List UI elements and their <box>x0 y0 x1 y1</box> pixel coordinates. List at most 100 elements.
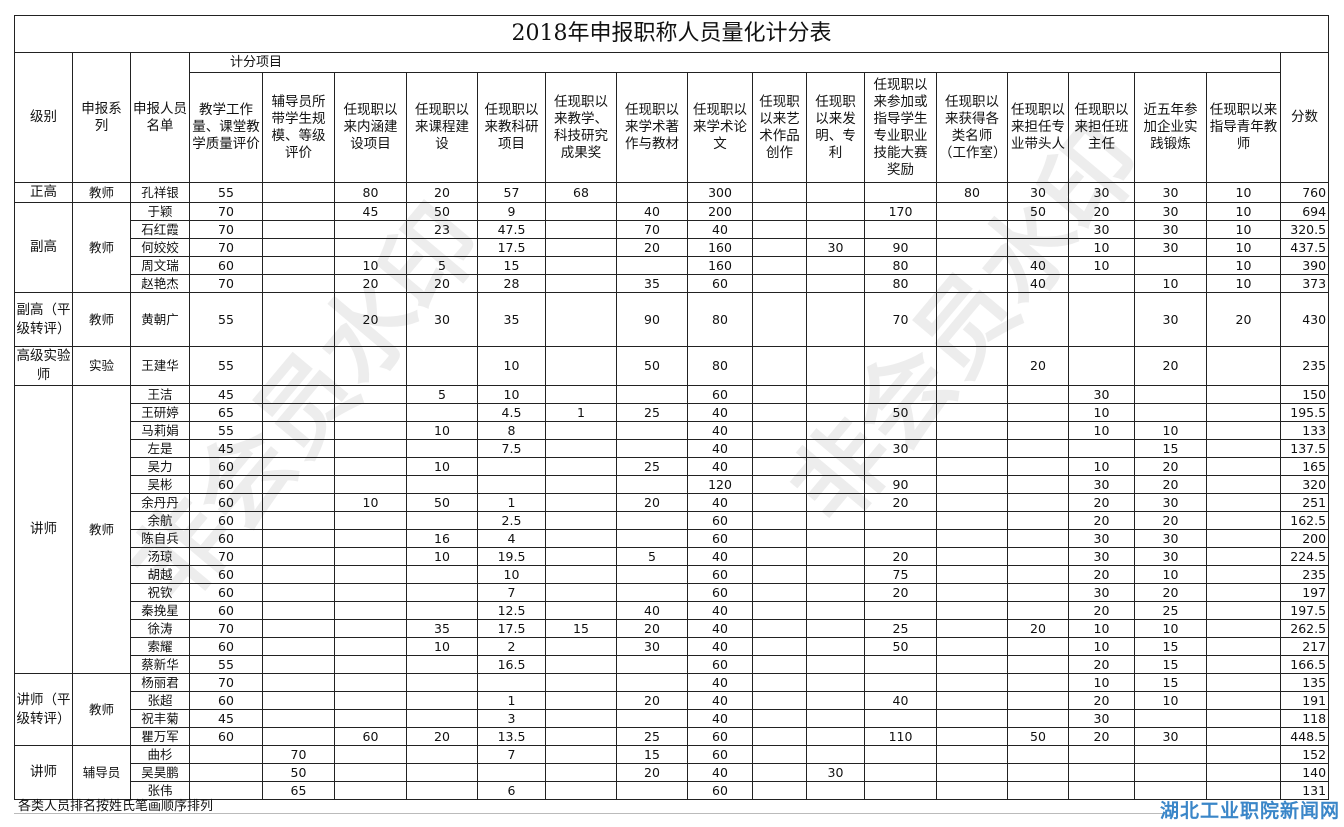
score-cell <box>752 220 807 239</box>
score-cell <box>806 475 865 494</box>
score-cell: 40 <box>687 601 753 620</box>
score-cell: 30 <box>1068 709 1135 728</box>
score-cell: 75 <box>864 565 937 584</box>
score-cell <box>806 439 865 458</box>
score-cell <box>545 745 617 764</box>
score-cell <box>262 439 335 458</box>
score-cell <box>545 655 617 674</box>
table-row: 陈自兵 60 16 4 60 30 30 200 <box>15 529 1330 548</box>
score-cell: 30 <box>1134 238 1207 257</box>
score-cell <box>864 601 937 620</box>
score-cell: 10 <box>1206 238 1281 257</box>
score-cell <box>1206 727 1281 746</box>
total-cell: 197 <box>1279 583 1330 602</box>
score-cell <box>262 220 335 239</box>
score-cell <box>864 709 937 728</box>
table-row: 胡越 60 10 60 75 20 10 235 <box>15 565 1330 584</box>
score-cell: 30 <box>1134 202 1207 221</box>
score-cell: 10 <box>477 346 546 386</box>
score-cell <box>936 202 1008 221</box>
header-item: 辅导员所带学生规模、等级评价 <box>262 72 335 183</box>
score-cell: 40 <box>616 601 688 620</box>
total-cell: 131 <box>1279 781 1330 800</box>
score-cell <box>545 475 617 494</box>
score-cell: 20 <box>864 493 937 512</box>
score-table: 2018年申报职称人员量化计分表 级别 申报系列 申报人员名单 计分项目 分数 … <box>13 15 1330 800</box>
total-cell: 191 <box>1279 691 1330 710</box>
total-cell: 262.5 <box>1279 619 1330 638</box>
score-cell <box>936 691 1008 710</box>
score-cell: 80 <box>334 182 407 203</box>
score-cell: 30 <box>1134 292 1207 347</box>
score-cell: 30 <box>1068 475 1135 494</box>
score-cell: 50 <box>406 493 478 512</box>
score-cell: 300 <box>687 182 753 203</box>
total-cell: 152 <box>1279 745 1330 764</box>
table-row: 张超 60 1 20 40 40 20 10 191 <box>15 691 1330 710</box>
total-cell: 448.5 <box>1279 727 1330 746</box>
score-cell <box>864 781 937 800</box>
score-cell: 170 <box>864 202 937 221</box>
score-cell <box>936 727 1008 746</box>
score-cell <box>334 763 407 782</box>
score-cell: 70 <box>864 292 937 347</box>
name-cell: 张伟 <box>130 781 190 800</box>
score-cell <box>1206 691 1281 710</box>
score-cell: 55 <box>189 182 263 203</box>
score-cell <box>752 601 807 620</box>
score-cell: 80 <box>864 256 937 275</box>
score-cell <box>1007 529 1069 548</box>
score-cell <box>864 529 937 548</box>
table-row: 索耀 60 10 2 30 40 50 10 15 217 <box>15 637 1330 656</box>
header-total: 分数 <box>1279 52 1330 183</box>
score-cell <box>406 439 478 458</box>
score-cell: 40 <box>1007 256 1069 275</box>
score-cell <box>936 292 1008 347</box>
score-cell: 45 <box>189 439 263 458</box>
score-cell: 20 <box>1068 202 1135 221</box>
score-cell <box>752 274 807 293</box>
score-cell <box>262 529 335 548</box>
score-cell: 65 <box>189 403 263 422</box>
score-cell <box>752 655 807 674</box>
table-row: 王研婷 65 4.5 1 25 40 50 10 195.5 <box>15 403 1330 422</box>
score-cell <box>616 256 688 275</box>
score-cell <box>806 511 865 530</box>
score-cell: 90 <box>616 292 688 347</box>
total-cell: 760 <box>1279 182 1330 203</box>
score-cell <box>477 673 546 692</box>
score-cell: 30 <box>406 292 478 347</box>
score-cell <box>406 601 478 620</box>
table-row: 马莉娟 55 10 8 40 10 10 133 <box>15 421 1330 440</box>
score-cell: 15 <box>1134 655 1207 674</box>
score-cell <box>936 745 1008 764</box>
name-cell: 胡越 <box>130 565 190 584</box>
score-cell <box>334 691 407 710</box>
score-cell <box>262 202 335 221</box>
score-cell <box>262 238 335 257</box>
score-cell <box>1007 493 1069 512</box>
score-cell <box>406 745 478 764</box>
score-cell: 10 <box>334 493 407 512</box>
score-cell: 20 <box>334 292 407 347</box>
score-cell: 9 <box>477 202 546 221</box>
score-cell: 10 <box>1206 202 1281 221</box>
score-cell <box>936 583 1008 602</box>
score-cell <box>334 673 407 692</box>
score-cell <box>752 565 807 584</box>
score-cell <box>262 256 335 275</box>
score-cell <box>545 220 617 239</box>
score-cell: 200 <box>687 202 753 221</box>
score-cell <box>752 691 807 710</box>
score-cell <box>752 346 807 386</box>
score-cell <box>545 691 617 710</box>
score-cell <box>1134 385 1207 404</box>
score-cell: 30 <box>1134 727 1207 746</box>
score-cell <box>806 529 865 548</box>
score-cell: 60 <box>687 385 753 404</box>
score-cell <box>334 547 407 566</box>
score-cell <box>936 220 1008 239</box>
score-cell: 10 <box>406 457 478 476</box>
score-cell <box>616 673 688 692</box>
score-cell: 20 <box>1134 583 1207 602</box>
